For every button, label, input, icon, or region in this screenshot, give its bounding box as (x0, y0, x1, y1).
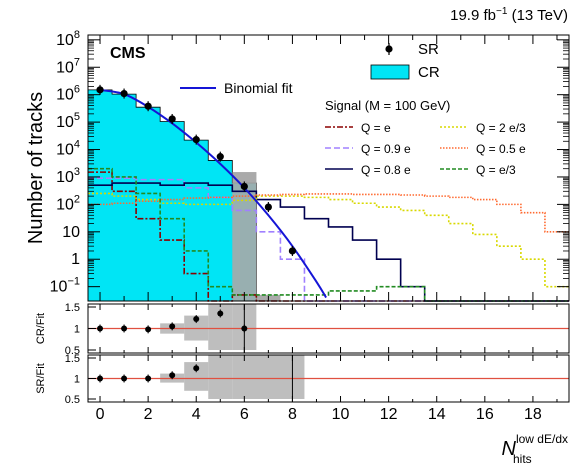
y-tick-label-1: 107 (56, 56, 80, 76)
signal-histogram-sig_q_05e (88, 193, 569, 233)
sr-point-7 (264, 203, 272, 211)
y-tick-label-8: 1 (71, 251, 80, 268)
legend-signal-header: Signal (M = 100 GeV) (325, 98, 450, 113)
x-tick-label-2: 4 (192, 406, 201, 423)
y-tick-label-7: 10 (62, 224, 80, 241)
legend-fit-label: Binomial fit (224, 80, 293, 96)
ratio-y-tick-label-2: 0.5 (65, 394, 80, 406)
lumi-label: 19.9 fb−1 (13 TeV) (450, 6, 568, 24)
sr-point-4 (192, 136, 200, 144)
sr-points-layer (96, 84, 297, 256)
legend-cr: CR (370, 64, 440, 81)
signal-histogram-sig_q_2e3 (88, 192, 569, 288)
ratio-point-3 (169, 323, 176, 330)
ratio-band-2-2 (208, 355, 233, 399)
legend-label-sig_q_2e3: Q = 2 e/3 (476, 121, 526, 135)
x-tick-label-7: 14 (428, 406, 446, 423)
sr-point-1 (120, 89, 128, 98)
y-tick-label-6: 102 (56, 193, 80, 213)
ratio-panel-cr: 1.5 1 0.5 CR/Fit (35, 302, 570, 357)
y-tick-label-0: 108 (56, 29, 80, 49)
main-axis-ticks (88, 35, 569, 301)
uncertainty-band-overlay-0 (232, 172, 257, 301)
legend-label-sig_q_09e: Q = 0.9 e (361, 142, 411, 156)
x-tick-labels: 0 2 4 6 8 10 12 14 16 18 (96, 406, 542, 423)
ratio-point-2 (145, 326, 152, 333)
ratio-point-0 (97, 375, 104, 382)
sr-point-6 (240, 182, 248, 191)
legend-label-sig_q_e3: Q = e/3 (476, 163, 516, 177)
legend-label-sig_q_08e: Q = 0.8 e (361, 163, 411, 177)
x-tick-label-1: 2 (144, 406, 153, 423)
y-tick-label-5: 103 (56, 166, 80, 186)
ratio-band-2-3 (232, 355, 305, 399)
ratio-point-1 (121, 375, 128, 382)
ratio-point-1 (121, 325, 128, 332)
y-axis-title: Number of tracks (25, 92, 47, 244)
x-tick-label-4: 8 (288, 406, 297, 423)
ratio-point-2 (145, 375, 152, 382)
ratio-point-0 (97, 325, 104, 332)
ratio-y-tick-label-2: 0.5 (65, 345, 80, 357)
legend-sr-marker (385, 45, 393, 53)
x-tick-label-5: 10 (332, 406, 350, 423)
y-tick-label-9: 10−1 (50, 276, 80, 296)
ratio-panel-sr: 1.5 1 0.5 SR/Fit (35, 353, 570, 406)
legend-cr-swatch (370, 64, 410, 80)
ratio-point-4 (193, 316, 200, 323)
ratio-point-4 (193, 365, 200, 372)
ratio-y-axis-title: CR/Fit (35, 313, 47, 344)
legend-signals: Q = e Q = 2 e/3 Q = 0.9 e Q = 0.5 e Q = 0.8 … (325, 121, 526, 177)
x-tick-label-3: 6 (240, 406, 249, 423)
legend-sr-label: SR (418, 41, 439, 58)
x-tick-label-6: 12 (380, 406, 398, 423)
legend-label-sig_q_e: Q = e (361, 121, 391, 135)
x-axis-title: Nlow dE/dx hits (502, 432, 568, 466)
legend-cr-label: CR (418, 64, 440, 81)
legend-sr: SR (385, 41, 439, 58)
ratio-point-6 (241, 325, 248, 332)
sr-point-2 (144, 102, 152, 110)
x-tick-label-8: 16 (476, 406, 494, 423)
x-tick-label-9: 18 (524, 406, 542, 423)
legend-label-sig_q_05e: Q = 0.5 e (476, 142, 526, 156)
x-tick-label-0: 0 (96, 406, 105, 423)
main-frame (87, 34, 570, 302)
ratio-y-tick-label-1: 1 (74, 374, 80, 386)
sr-point-5 (216, 153, 224, 161)
ratio-y-tick-label-0: 1.5 (65, 302, 80, 314)
ratio-point-5 (217, 310, 224, 317)
ratio-y-axis-title: SR/Fit (35, 363, 47, 394)
sr-point-8 (288, 247, 297, 255)
y-tick-label-3: 105 (56, 111, 80, 131)
ratio-y-tick-label-0: 1.5 (65, 353, 80, 365)
legend: SR CR Binomial fit Signal (M = 100 GeV) … (180, 41, 526, 177)
experiment-label: CMS (110, 45, 146, 62)
y-tick-label-4: 104 (56, 139, 80, 159)
sr-point-0 (96, 86, 104, 94)
fit-curve-layer (99, 88, 327, 299)
binomial-fit-curve (99, 88, 327, 299)
ratio-point-3 (169, 372, 176, 379)
y-tick-label-2: 106 (56, 84, 80, 104)
legend-fit: Binomial fit (180, 80, 293, 96)
ratio-y-tick-label-1: 1 (74, 324, 80, 336)
sr-point-3 (168, 115, 176, 123)
